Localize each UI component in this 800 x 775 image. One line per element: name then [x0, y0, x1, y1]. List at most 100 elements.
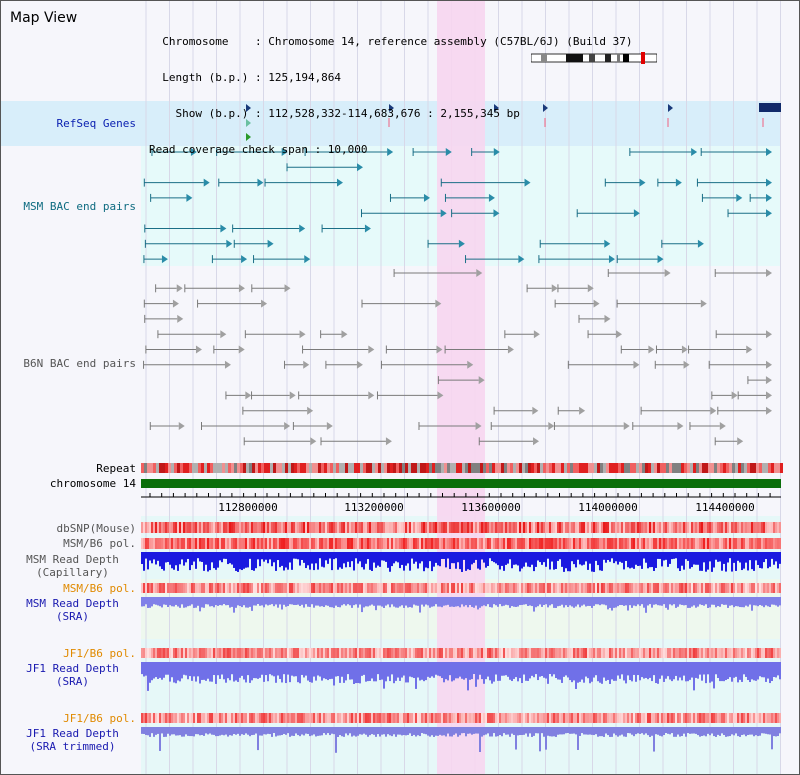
read-depth-bar — [427, 552, 429, 569]
read-depth-bar — [639, 662, 641, 681]
heat-cell — [427, 648, 429, 658]
heat-cell — [625, 522, 627, 533]
read-depth-bar — [655, 552, 657, 568]
read-depth-bar — [571, 597, 573, 607]
b6n-bac-end-pairs-label[interactable]: B6N BAC end pairs — [23, 357, 136, 370]
heat-cell — [559, 648, 561, 658]
repeat-segment — [417, 463, 420, 473]
jf1-read-depth-sra-trimmed-label[interactable]: JF1 Read Depth (SRA trimmed) — [26, 727, 119, 753]
read-depth-bar — [657, 597, 659, 606]
msm-bac-end-pairs-label[interactable]: MSM BAC end pairs — [23, 200, 136, 213]
heat-cell — [741, 713, 743, 723]
repeat-segment — [369, 463, 372, 473]
heat-cell — [391, 538, 393, 549]
read-depth-bar — [667, 552, 669, 567]
heat-cell — [645, 648, 647, 658]
read-depth-bar — [323, 662, 325, 679]
read-depth-bar — [461, 662, 463, 679]
read-depth-bar — [729, 597, 731, 606]
jf1-b6-pol-label[interactable]: JF1/B6 pol. — [63, 647, 136, 660]
heat-cell — [359, 583, 361, 593]
dbsnp-label[interactable]: dbSNP(Mouse) — [56, 522, 136, 535]
read-depth-bar — [553, 727, 555, 737]
heat-cell — [373, 538, 375, 549]
heat-cell — [261, 583, 263, 593]
heat-cell — [273, 583, 275, 593]
read-depth-bar — [603, 552, 605, 560]
heat-cell — [625, 538, 627, 549]
heat-cell — [593, 522, 595, 533]
refseq-genes-label[interactable]: RefSeq Genes — [56, 117, 136, 130]
heat-cell — [191, 583, 193, 593]
repeat-segment — [354, 463, 357, 473]
jf1-read-depth-sra-label[interactable]: JF1 Read Depth (SRA) — [26, 662, 119, 688]
read-depth-bar — [257, 597, 259, 605]
repeat-segment — [606, 463, 609, 473]
read-depth-bar — [231, 552, 233, 565]
jf1-b6-pol-trimmed-label[interactable]: JF1/B6 pol. — [63, 712, 136, 725]
heat-cell — [201, 583, 203, 593]
heat-cell — [211, 522, 213, 533]
read-depth-bar — [651, 552, 653, 568]
heat-cell — [463, 713, 465, 723]
heat-cell — [259, 522, 261, 533]
heat-cell — [629, 648, 631, 658]
heat-cell — [511, 538, 513, 549]
heat-cell — [507, 713, 509, 723]
heat-cell — [277, 648, 279, 658]
repeat-segment — [774, 463, 777, 473]
heat-cell — [381, 713, 383, 723]
heat-cell — [683, 713, 685, 723]
msm-b6-pol-label[interactable]: MSM/B6 pol. — [63, 537, 136, 550]
heat-cell — [759, 538, 761, 549]
read-depth-bar — [775, 662, 777, 678]
heat-cell — [175, 538, 177, 549]
read-depth-bar — [251, 597, 253, 611]
read-depth-bar — [537, 662, 539, 681]
heat-cell — [223, 583, 225, 593]
heat-cell — [269, 538, 271, 549]
repeat-segment — [198, 463, 201, 473]
read-depth-bar — [413, 727, 415, 735]
bac-end-marker — [737, 437, 744, 446]
heat-cell — [603, 583, 605, 593]
read-depth-bar — [433, 552, 435, 567]
heat-cell — [417, 713, 419, 723]
heat-cell — [667, 648, 669, 658]
read-depth-bar — [459, 662, 461, 677]
read-depth-bar — [487, 727, 489, 734]
heat-cell — [411, 583, 413, 593]
heat-cell — [143, 538, 145, 549]
heat-cell — [537, 648, 539, 658]
chromosome-ideogram[interactable] — [531, 52, 657, 64]
heat-cell — [655, 538, 657, 549]
heat-cell — [639, 648, 641, 658]
heat-cell — [185, 538, 187, 549]
heat-cell — [401, 522, 403, 533]
repeat-segment — [573, 463, 576, 473]
heat-cell — [317, 583, 319, 593]
heat-cell — [483, 713, 485, 723]
heat-cell — [243, 522, 245, 533]
heat-cell — [663, 648, 665, 658]
bac-end-marker — [257, 178, 264, 187]
repeat-segment — [768, 463, 771, 473]
heat-cell — [777, 713, 779, 723]
msm-read-depth-sra-label[interactable]: MSM Read Depth (SRA) — [26, 597, 119, 623]
msm-b6-pol-sra-label[interactable]: MSM/B6 pol. — [63, 582, 136, 595]
read-depth-bar — [637, 727, 639, 734]
read-depth-bar — [145, 727, 147, 735]
heat-cell — [671, 538, 673, 549]
read-depth-bar — [257, 662, 259, 679]
heat-cell — [419, 583, 421, 593]
heat-cell — [159, 648, 161, 658]
heat-cell — [471, 583, 473, 593]
read-depth-bar — [703, 552, 705, 563]
read-depth-bar — [203, 662, 205, 680]
read-depth-bar — [201, 552, 203, 562]
read-depth-bar — [499, 727, 501, 735]
heat-cell — [435, 522, 437, 533]
msm-read-depth-capillary-label[interactable]: MSM Read Depth (Capillary) — [26, 553, 119, 579]
heat-cell — [719, 713, 721, 723]
